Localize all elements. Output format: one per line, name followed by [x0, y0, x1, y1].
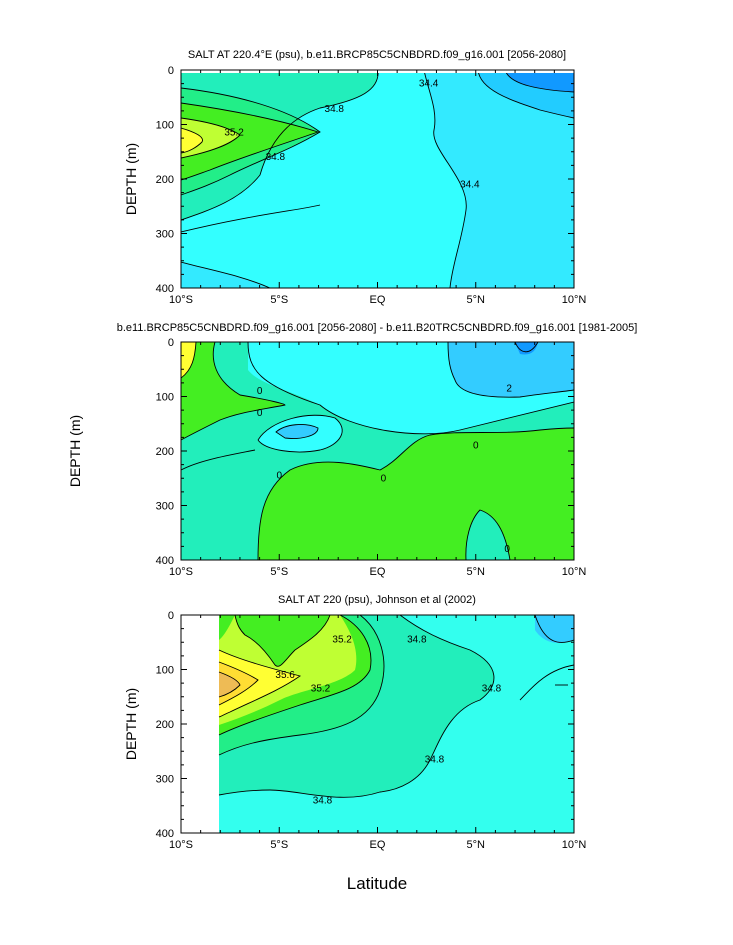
- p1-contour-lines: [181, 70, 574, 288]
- p2-fill-blue: [448, 342, 574, 398]
- x-tick-label: 5°N: [467, 294, 486, 306]
- y-tick-label: 300: [156, 501, 174, 513]
- y-tick-label: 200: [156, 719, 174, 731]
- x-tick-label: 5°S: [270, 294, 288, 306]
- contour-label: 35.2: [311, 684, 331, 695]
- x-tick-label: 10°S: [169, 839, 193, 851]
- contour-label: 34.8: [313, 795, 333, 806]
- p2-fill-green-left: [181, 342, 285, 440]
- y-tick-label: 400: [156, 828, 174, 840]
- x-tick-label: 5°N: [467, 566, 486, 578]
- y-tick-label: 300: [156, 774, 174, 786]
- contour-label: 35.2: [224, 128, 244, 139]
- p1-contour-labels: 34.8 35.2 34.8 34.4 34.4: [224, 79, 480, 191]
- panel-2-title: b.e11.BRCP85C5CNBDRD.f09_g16.001 [2056-2…: [117, 322, 638, 334]
- panel-3: SALT AT 220 (psu), Johnson et al (2002): [123, 594, 586, 851]
- contour-label: 2: [506, 383, 512, 394]
- x-tick-label: EQ: [370, 294, 386, 306]
- p2-x-ticks: 10°S 5°S EQ 5°N 10°N: [169, 342, 586, 578]
- contour-label: 34.4: [460, 179, 480, 190]
- p2-fill-yellow: [181, 342, 196, 378]
- x-tick-label: 5°S: [270, 566, 288, 578]
- x-axis-label: Latitude: [347, 874, 408, 893]
- y-tick-label: 300: [156, 229, 174, 241]
- p3-y-ticks: 0 100 200 300 400: [156, 610, 574, 840]
- contour-label: 0: [473, 441, 479, 452]
- y-tick-label: 200: [156, 174, 174, 186]
- p1-x-ticks: 10°S 5°S EQ 5°N 10°N: [169, 70, 586, 306]
- x-tick-label: 5°N: [467, 839, 486, 851]
- contour-label: 34.8: [325, 104, 345, 115]
- contour-label: 34.4: [419, 79, 439, 90]
- contour-label: 0: [276, 471, 282, 482]
- x-tick-label: 10°N: [562, 294, 587, 306]
- contour-label: 0: [257, 408, 263, 419]
- contour-label: 0: [504, 544, 510, 555]
- p1-fill-rightcore: [505, 70, 574, 92]
- y-tick-label: 400: [156, 283, 174, 295]
- panel-2: b.e11.BRCP85C5CNBDRD.f09_g16.001 [2056-2…: [117, 322, 638, 578]
- y-tick-label: 0: [168, 65, 174, 77]
- contour-label: 0: [381, 473, 387, 484]
- p2-fill-green-deep: [258, 428, 574, 560]
- panel-1-title: SALT AT 220.4°E (psu), b.e11.BRCP85C5CNB…: [188, 49, 566, 61]
- p1-fill-tongue-3: [181, 103, 318, 180]
- p1-fill-left-deep: [181, 262, 270, 288]
- y-tick-label: 200: [156, 446, 174, 458]
- contour-label: 35.2: [332, 635, 352, 646]
- panel-3-title: SALT AT 220 (psu), Johnson et al (2002): [278, 594, 476, 606]
- x-tick-label: 10°S: [169, 566, 193, 578]
- panel-1-ylabel: DEPTH (m): [123, 143, 139, 215]
- p2-contour-labels: 0 0 0 0 0 0 2: [257, 383, 513, 555]
- contour-label: 34.8: [482, 684, 502, 695]
- panel-2-fill: [181, 342, 574, 560]
- y-tick-label: 0: [168, 610, 174, 622]
- x-tick-label: 5°S: [270, 839, 288, 851]
- p3-x-ticks: 10°S 5°S EQ 5°N 10°N: [169, 615, 586, 851]
- p1-y-ticks: 0 100 200 300 400: [156, 65, 574, 295]
- p3-fill-yellow: [219, 650, 300, 717]
- p2-fill-blue-lens: [276, 424, 318, 439]
- y-tick-label: 100: [156, 392, 174, 404]
- p3-contour-labels: 35.2 34.8 35.6 35.2 34.8 34.8 34.8: [275, 635, 502, 807]
- panel-1: SALT AT 220.4°E (psu), b.e11.BRCP85C5CNB…: [123, 49, 586, 306]
- p3-contour-lines: [218, 615, 574, 798]
- p3-fill-orange: [219, 672, 240, 697]
- y-tick-label: 400: [156, 555, 174, 567]
- x-tick-label: EQ: [370, 566, 386, 578]
- contour-label: 34.8: [425, 754, 445, 765]
- panel-3-ylabel: DEPTH (m): [123, 688, 139, 760]
- p2-fill-blue-core: [515, 342, 538, 355]
- panel-1-fill: [181, 70, 574, 288]
- panel-3-fill: [181, 615, 574, 833]
- y-tick-label: 100: [156, 665, 174, 677]
- x-tick-label: 10°S: [169, 294, 193, 306]
- contour-label: 34.8: [266, 152, 286, 163]
- contour-label: 35.6: [275, 670, 295, 681]
- x-tick-label: EQ: [370, 839, 386, 851]
- p1-fill-right: [424, 70, 574, 288]
- y-tick-label: 0: [168, 337, 174, 349]
- contour-label: 34.8: [407, 635, 427, 646]
- y-tick-label: 100: [156, 120, 174, 132]
- x-tick-label: 10°N: [562, 566, 587, 578]
- x-tick-label: 10°N: [562, 839, 587, 851]
- shared-ylabel: DEPTH (m): [67, 415, 83, 487]
- contour-label: 0: [257, 386, 263, 397]
- p3-fill-right-blue: [535, 615, 574, 643]
- p2-contour-lines: [181, 342, 574, 560]
- p3-fill-green-top: [235, 615, 330, 667]
